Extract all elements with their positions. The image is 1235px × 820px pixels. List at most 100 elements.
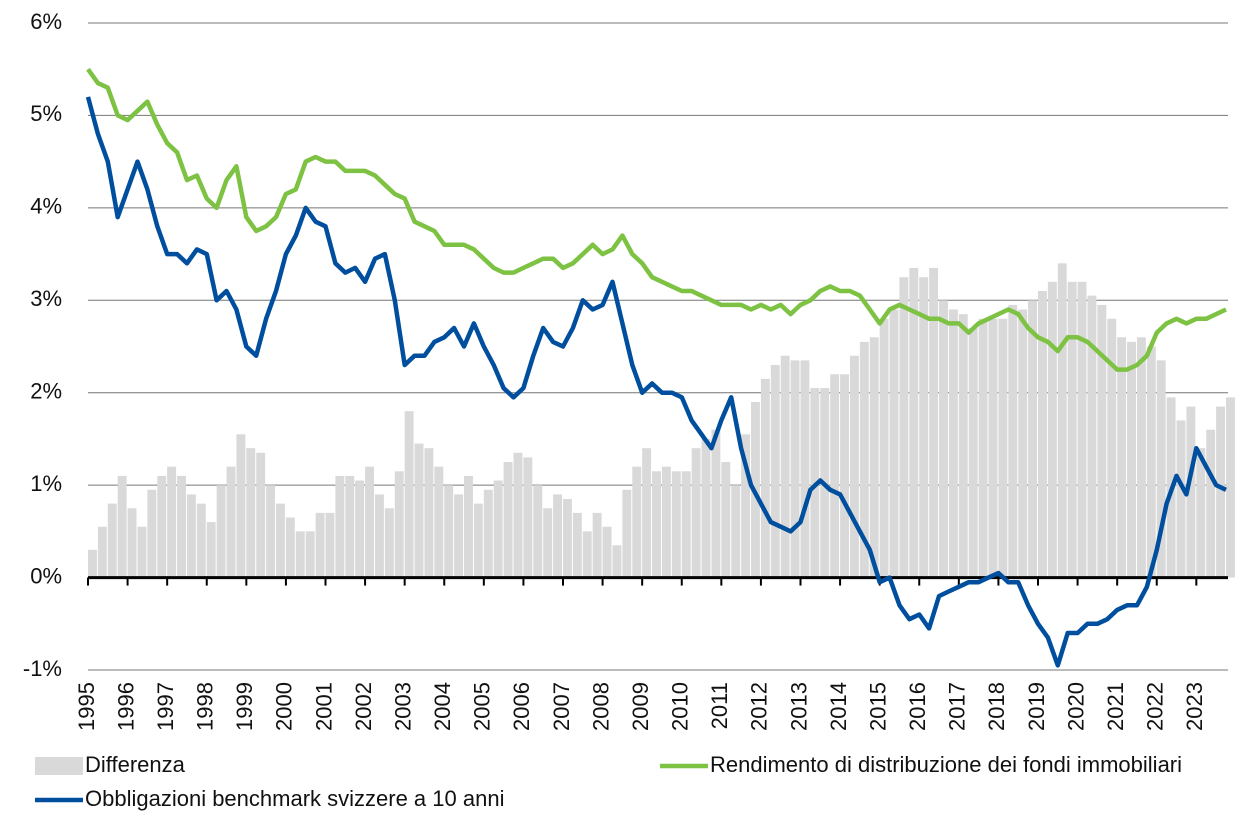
diff-bar xyxy=(285,517,295,578)
diff-bar xyxy=(434,466,444,578)
legend-label: Differenza xyxy=(85,752,186,777)
diff-bar xyxy=(859,341,869,578)
diff-bar xyxy=(1226,397,1235,578)
diff-bar xyxy=(553,494,563,578)
diff-bar xyxy=(444,485,454,578)
diff-bar xyxy=(701,438,711,578)
x-tick-label: 2014 xyxy=(826,682,851,731)
diff-bar xyxy=(563,499,572,578)
diff-bar xyxy=(117,475,127,578)
diff-bar xyxy=(384,508,394,578)
y-tick-label: 6% xyxy=(30,9,62,34)
diff-bar xyxy=(760,378,770,578)
diff-bar xyxy=(464,475,473,578)
y-tick-label: 4% xyxy=(30,194,62,219)
diff-bar xyxy=(454,494,464,578)
diff-bar xyxy=(671,471,681,578)
diff-bar xyxy=(592,512,602,578)
diff-bar xyxy=(394,471,404,578)
y-tick-label: -1% xyxy=(23,656,62,681)
diff-bar xyxy=(88,549,97,578)
x-tick-label: 1995 xyxy=(74,682,99,731)
diff-bar xyxy=(533,485,543,578)
x-tick-label: 2005 xyxy=(470,682,495,731)
x-tick-label: 2007 xyxy=(549,682,574,731)
diff-bar xyxy=(741,434,751,578)
diff-bar xyxy=(315,512,325,578)
x-tick-label: 1998 xyxy=(193,682,218,731)
x-tick-label: 2017 xyxy=(945,682,970,731)
diff-bar xyxy=(800,360,810,578)
diff-bar xyxy=(622,489,632,578)
diff-bar xyxy=(523,457,533,578)
diff-bar xyxy=(612,545,622,578)
diff-bar xyxy=(1117,337,1127,578)
diff-bar xyxy=(1216,406,1226,578)
diff-bar xyxy=(216,485,226,578)
diff-bar xyxy=(988,318,998,578)
diff-bar xyxy=(948,309,958,578)
diff-bar xyxy=(889,309,899,578)
x-tick-label: 2000 xyxy=(272,682,297,731)
diff-bar xyxy=(681,471,691,578)
diff-bar xyxy=(1067,281,1077,578)
diff-bar xyxy=(998,318,1008,578)
x-tick-label: 2011 xyxy=(707,682,732,729)
y-tick-label: 1% xyxy=(30,471,62,496)
diff-bar xyxy=(335,475,345,578)
diff-bar xyxy=(305,531,315,578)
diff-bar xyxy=(127,508,137,578)
diff-bar xyxy=(414,443,424,578)
diff-bar xyxy=(424,448,434,578)
diff-bar xyxy=(770,364,780,578)
diff-bar xyxy=(572,512,582,578)
diff-bar xyxy=(177,475,186,578)
diff-bar xyxy=(661,466,671,578)
diff-bar xyxy=(1186,406,1196,578)
diff-bar xyxy=(968,328,978,578)
diff-bar xyxy=(1136,337,1146,578)
diff-bar xyxy=(295,531,305,578)
diff-bar xyxy=(899,277,909,578)
diff-bar xyxy=(1196,448,1206,578)
x-tick-label: 2016 xyxy=(905,682,930,731)
legend-label: Rendimento di distribuzione dei fondi im… xyxy=(710,752,1182,777)
diff-bar xyxy=(879,318,889,578)
x-tick-label: 2009 xyxy=(628,682,653,731)
diff-bar xyxy=(345,475,355,578)
y-tick-label: 0% xyxy=(30,563,62,588)
diff-bar xyxy=(473,503,483,578)
x-tick-label: 2020 xyxy=(1063,682,1088,731)
diff-bar xyxy=(543,508,553,578)
diff-bar xyxy=(1146,346,1156,578)
diff-bar xyxy=(978,318,988,578)
x-tick-label: 2012 xyxy=(747,682,772,731)
diff-bar xyxy=(167,466,177,578)
diff-bar xyxy=(919,277,929,578)
diff-bar xyxy=(97,526,107,578)
diff-bar xyxy=(642,448,652,578)
diff-bar xyxy=(652,471,661,578)
diff-bar xyxy=(1107,318,1117,578)
diff-bar xyxy=(1127,341,1136,578)
diff-bar xyxy=(266,485,276,578)
diff-bar xyxy=(1087,295,1097,578)
x-tick-label: 1999 xyxy=(232,682,257,731)
y-tick-label: 3% xyxy=(30,286,62,311)
diff-bar xyxy=(355,480,365,578)
diff-bar xyxy=(691,448,701,578)
diff-bar xyxy=(780,355,790,578)
diff-bar xyxy=(236,434,246,578)
x-tick-label: 1996 xyxy=(113,682,138,731)
diff-bar xyxy=(790,360,800,578)
x-tick-label: 2019 xyxy=(1024,682,1049,731)
series-line xyxy=(86,67,1227,372)
x-tick-label: 2003 xyxy=(390,682,415,731)
diff-bar xyxy=(1047,281,1057,578)
diff-bar xyxy=(276,503,285,578)
diff-bar xyxy=(325,512,335,578)
x-tick-label: 1997 xyxy=(153,682,178,731)
x-tick-label: 2001 xyxy=(311,682,336,731)
diff-bar xyxy=(731,485,741,578)
diff-bar xyxy=(503,462,513,578)
